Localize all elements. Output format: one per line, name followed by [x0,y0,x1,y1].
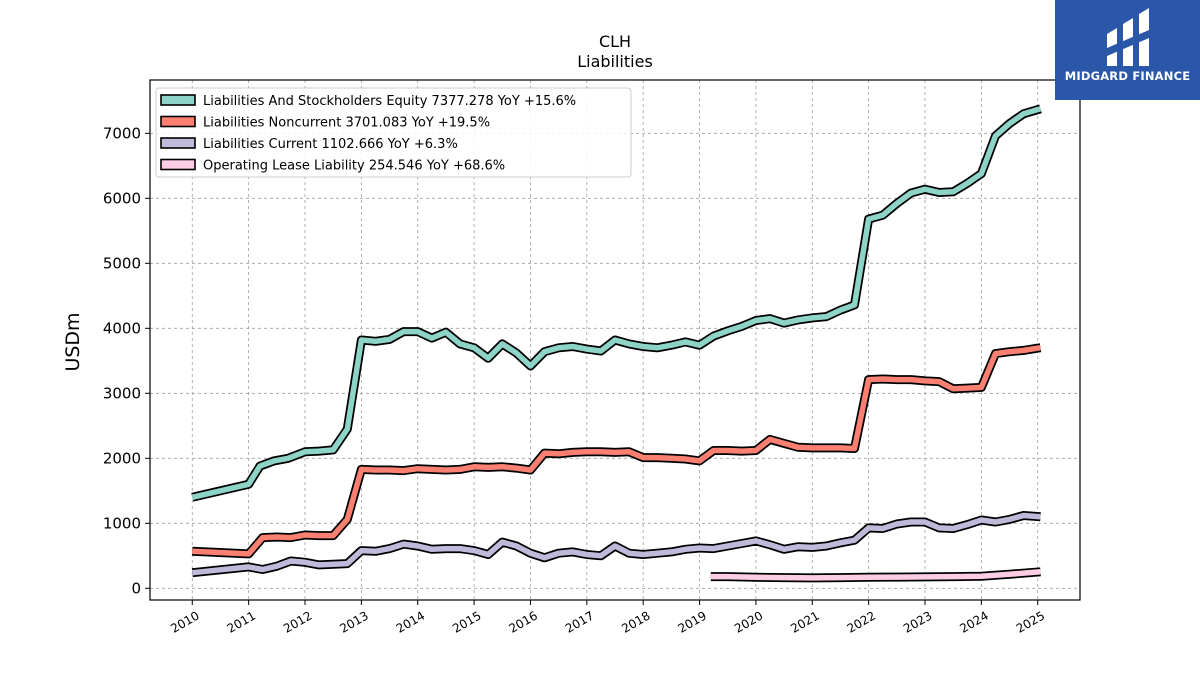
y-tick-label: 1000 [103,514,141,532]
x-tick-label: 2010 [168,608,201,635]
chart-subtitle: Liabilities [577,52,653,71]
legend-label: Liabilities Current 1102.666 YoY +6.3% [203,137,458,152]
chart-title: CLH [599,32,631,51]
x-tick-label: 2015 [450,608,483,635]
logo-text: MIDGARD FINANCE [1064,69,1191,83]
y-tick-label: 5000 [103,254,141,272]
series-lines [191,104,1042,583]
y-axis-label: USDm [62,312,84,371]
x-tick-label: 2013 [337,608,370,635]
x-tick-label: 2012 [281,608,314,635]
x-tick-label: 2016 [507,608,540,635]
x-tick-label: 2022 [845,608,878,635]
x-tick-label: 2014 [394,608,427,635]
x-tick-label: 2024 [957,608,990,635]
series-line-1 [192,344,1041,557]
series-line-3 [710,569,1041,581]
brand-logo: MIDGARD FINANCE [1055,0,1200,100]
x-tick-label: 2017 [563,608,596,635]
x-tick-label: 2023 [901,608,934,635]
y-tick-label: 0 [131,579,141,597]
legend-swatch [160,94,196,106]
legend-swatch [160,115,196,128]
legend: Liabilities And Stockholders Equity 7377… [155,87,632,178]
y-tick-label: 6000 [103,189,141,207]
series-line-0 [191,106,1042,500]
x-tick-label: 2019 [676,608,709,635]
x-tick-label: 2020 [732,608,765,635]
logo-mark-icon [1107,8,1149,66]
legend-swatch [160,137,196,149]
legend-label: Liabilities And Stockholders Equity 7377… [203,94,576,109]
plot-frame [149,79,1081,601]
x-tick-label: 2021 [788,608,821,635]
y-tick-label: 2000 [103,449,141,467]
series-line-2 [192,512,1041,576]
legend-swatch [160,158,196,171]
x-tick-label: 2018 [619,608,652,635]
x-tick-label: 2011 [225,608,258,635]
legend-label: Operating Lease Liability 254.546 YoY +6… [203,159,505,174]
y-tick-label: 7000 [103,124,141,142]
y-tick-label: 4000 [103,319,141,337]
x-tick-label: 2025 [1014,608,1047,635]
y-tick-label: 3000 [103,384,141,402]
legend-box [155,87,632,178]
legend-label: Liabilities Noncurrent 3701.083 YoY +19.… [203,116,490,131]
